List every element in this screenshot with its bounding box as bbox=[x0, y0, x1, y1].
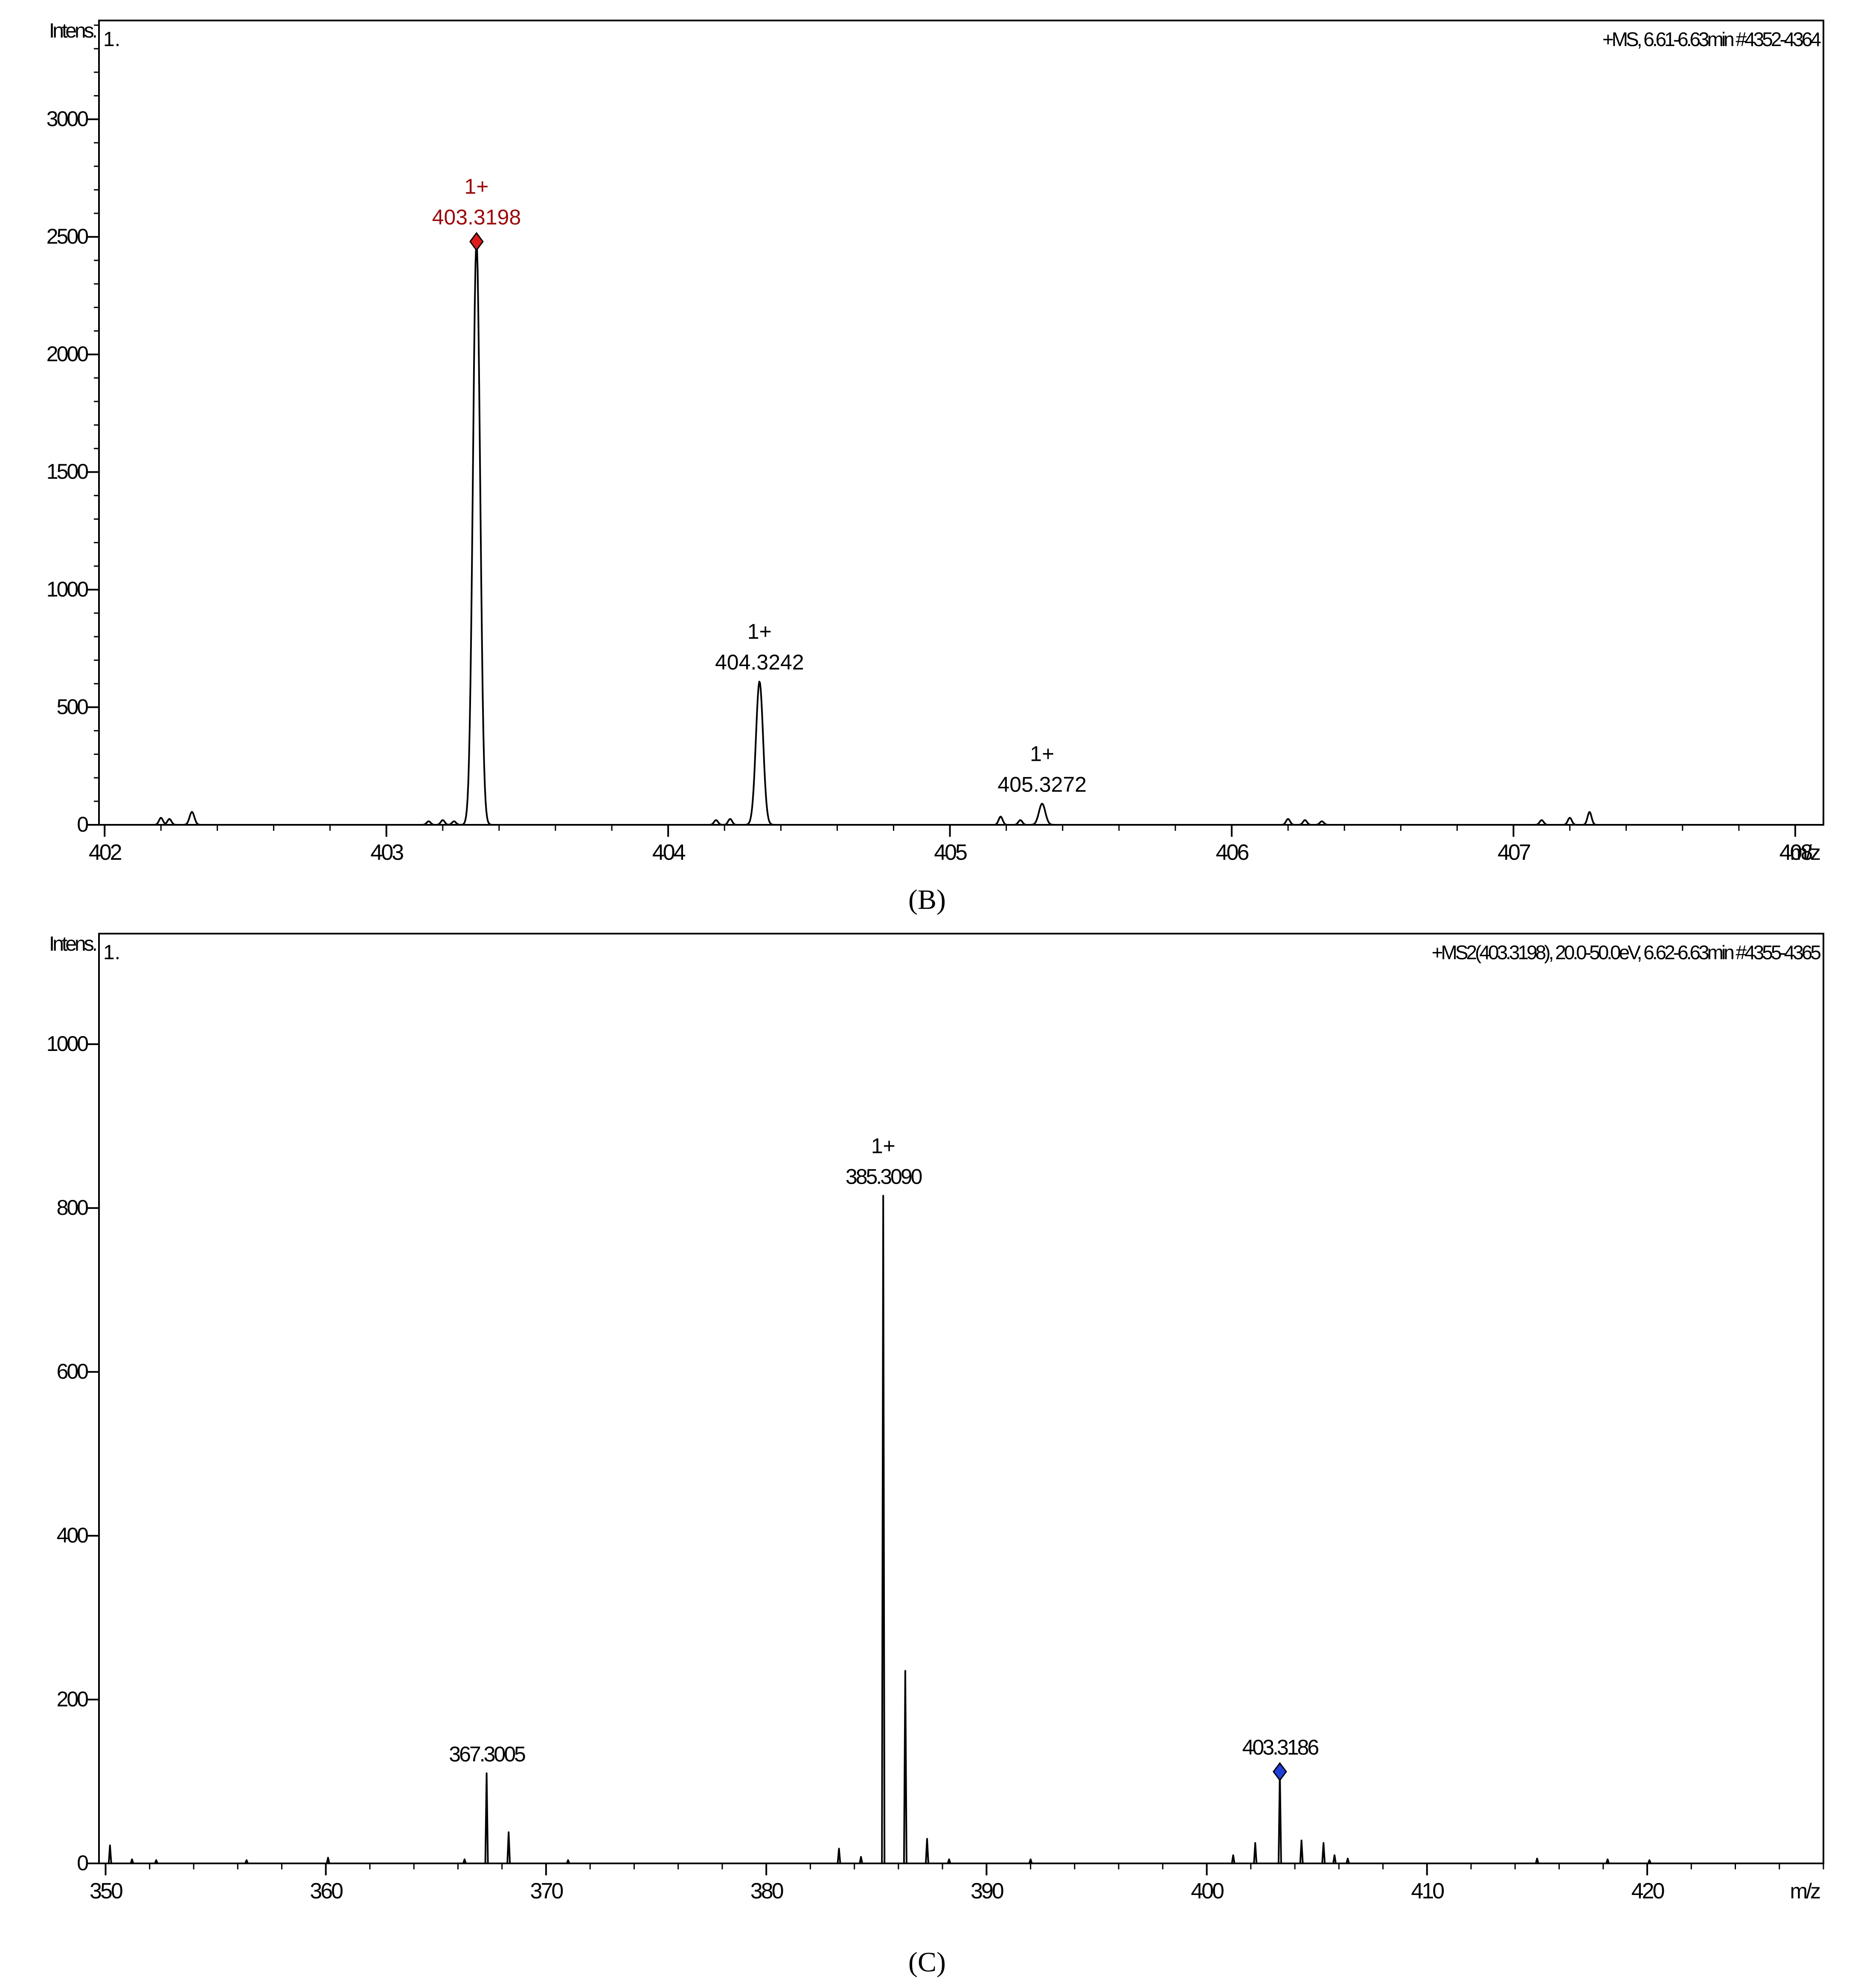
spectrum-panel-b: 0 500 1000 1500 2000 2500 3000 402 403 404 405 406 4… bbox=[47, 20, 1824, 915]
plot-frame bbox=[98, 20, 1824, 826]
y-tick-label: 2500 bbox=[47, 224, 88, 248]
y-tick-label: 1000 bbox=[47, 577, 88, 601]
y-tick-label: 0 bbox=[77, 1851, 88, 1875]
y-tick-label: 600 bbox=[57, 1359, 88, 1383]
x-tick-label: 400 bbox=[1191, 1879, 1224, 1904]
peak-mz-label: 385.3090 bbox=[846, 1164, 922, 1188]
x-tick-label: 390 bbox=[971, 1879, 1003, 1904]
y-tick-label: 3000 bbox=[47, 107, 88, 131]
x-tick-label: 408 bbox=[1779, 840, 1812, 865]
peak-charge-label: 1+ bbox=[1030, 742, 1054, 766]
spectrum-trace bbox=[99, 1195, 1823, 1864]
x-tick-label: 380 bbox=[750, 1879, 783, 1904]
x-tick-label: 406 bbox=[1216, 840, 1249, 865]
peak-mz-label: 403.3186 bbox=[1242, 1735, 1319, 1759]
x-tick-label: 403 bbox=[370, 840, 403, 865]
x-tick-label: 402 bbox=[89, 840, 122, 865]
y-tick-label: 800 bbox=[57, 1196, 88, 1220]
scan-header-info: +MS2(403.3198), 20.0-50.0eV, 6.62-6.63mi… bbox=[1432, 941, 1821, 963]
y-tick-label: 1500 bbox=[47, 460, 88, 483]
plot-frame bbox=[98, 933, 1824, 1864]
x-tick-label: 370 bbox=[530, 1879, 563, 1904]
spectrum-panel-c: 0 200 400 600 800 1000 350 360 370 380 390 400 410 42… bbox=[47, 933, 1824, 1978]
precursor-marker-icon bbox=[1273, 1762, 1287, 1781]
x-tick-label: 404 bbox=[652, 840, 686, 865]
panel-caption: (B) bbox=[908, 884, 946, 915]
peak-mz-label: 404.3242 bbox=[715, 650, 804, 674]
peak-charge-label: 1+ bbox=[464, 175, 488, 198]
x-tick-label: 410 bbox=[1411, 1879, 1444, 1904]
y-tick-label: 1000 bbox=[47, 1032, 88, 1056]
spectrum-trace bbox=[99, 242, 1824, 826]
x-tick-label: 350 bbox=[90, 1879, 122, 1904]
y-axis-label: Intens. bbox=[49, 933, 96, 955]
y-tick-label: 2000 bbox=[47, 342, 88, 366]
x-tick-label: 407 bbox=[1497, 840, 1530, 865]
y-tick-label: 400 bbox=[57, 1523, 88, 1547]
x-tick-label: 420 bbox=[1631, 1879, 1664, 1904]
precursor-marker-icon bbox=[469, 232, 484, 251]
y-axis-label: Intens. bbox=[49, 20, 96, 42]
x-tick-label: 405 bbox=[934, 840, 967, 865]
y-tick-label: 500 bbox=[57, 695, 88, 719]
panel-caption: (C) bbox=[908, 1947, 946, 1978]
peak-charge-label: 1+ bbox=[871, 1134, 896, 1158]
x-tick-label: 360 bbox=[310, 1879, 343, 1904]
peak-mz-label: 405.3272 bbox=[997, 772, 1087, 796]
x-axis-unit: m/z bbox=[1790, 841, 1820, 864]
y-tick-label: 200 bbox=[57, 1687, 88, 1711]
y-tick-label: 0 bbox=[77, 812, 88, 836]
panel-number: 1. bbox=[103, 28, 120, 51]
peak-mz-label: 403.3198 bbox=[432, 205, 521, 229]
panel-number: 1. bbox=[103, 941, 120, 964]
peak-mz-label: 367.3005 bbox=[449, 1742, 525, 1766]
scan-header-info: +MS, 6.61-6.63min #4352-4364 bbox=[1602, 28, 1821, 50]
peak-charge-label: 1+ bbox=[747, 620, 772, 643]
x-axis-unit: m/z bbox=[1790, 1879, 1820, 1903]
